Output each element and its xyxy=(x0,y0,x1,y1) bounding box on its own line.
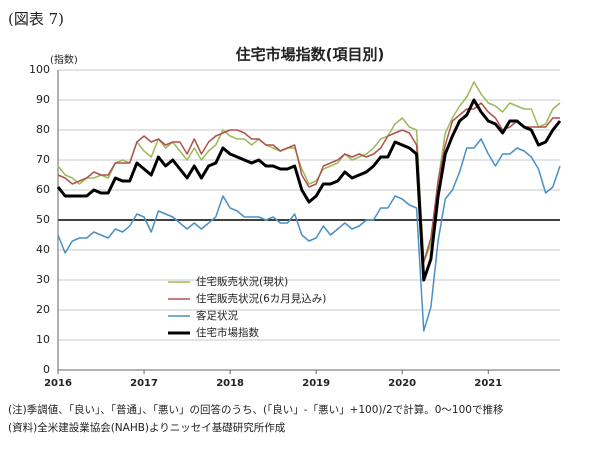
figure-label: (図表 7) xyxy=(8,10,64,28)
legend-label: 住宅販売状況(現状) xyxy=(196,275,288,288)
chart-title: 住宅市場指数(項目別) xyxy=(236,46,385,64)
x-tick-label: 2018 xyxy=(216,378,244,389)
y-tick-label: 60 xyxy=(36,183,50,196)
x-tick-label: 2020 xyxy=(388,378,416,389)
y-tick-label: 100 xyxy=(29,63,50,76)
legend-label: 客足状況 xyxy=(196,309,238,322)
source: (資料)全米建設業協会(NAHB)よりニッセイ基礎研究所作成 xyxy=(8,421,286,434)
y-tick-label: 30 xyxy=(36,273,50,286)
legend-label: 住宅販売状況(6カ月見込み) xyxy=(196,292,326,305)
x-tick-label: 2019 xyxy=(302,378,330,389)
y-tick-label: 50 xyxy=(36,213,50,226)
x-tick-label: 2016 xyxy=(44,378,72,389)
y-tick-label: 20 xyxy=(36,303,50,316)
y-tick-label: 10 xyxy=(36,333,50,346)
series-line xyxy=(57,81,561,263)
y-tick-label: 70 xyxy=(36,153,50,166)
series-line xyxy=(57,102,560,263)
series-line xyxy=(56,98,562,282)
y-axis-label: (指数) xyxy=(50,53,78,66)
y-tick-label: 0 xyxy=(43,363,50,376)
y-tick-label: 90 xyxy=(36,93,50,106)
x-tick-label: 2017 xyxy=(130,378,158,389)
series-line xyxy=(57,138,561,332)
legend-label: 住宅市場指数 xyxy=(196,326,259,339)
x-tick-label: 2021 xyxy=(474,378,502,389)
note: (注)季調値、「良い」、「普通」、「悪い」の回答のうち、(「良い」-「悪い」+1… xyxy=(8,403,504,416)
y-tick-label: 40 xyxy=(36,243,50,256)
y-tick-label: 80 xyxy=(36,123,50,136)
